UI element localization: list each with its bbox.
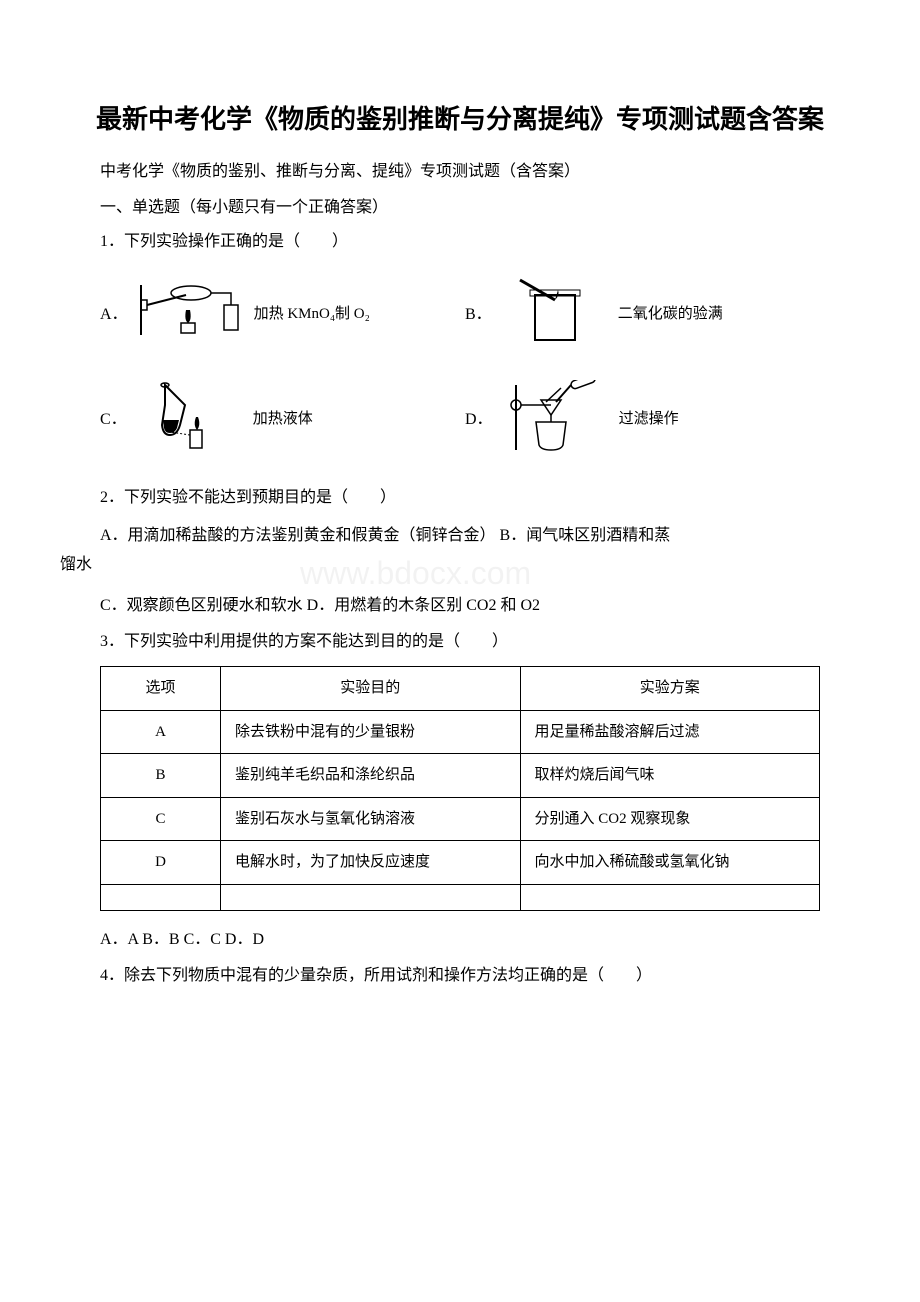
q1-options-grid: A． 加热 KMnO₄制 O₂ B．	[100, 275, 820, 455]
page-title: 最新中考化学《物质的鉴别推断与分离提纯》专项测试题含答案	[60, 100, 860, 139]
q4-stem: 4．除去下列物质中混有的少量杂质，所用试剂和操作方法均正确的是（ ）	[100, 963, 860, 989]
table-row: B 鉴别纯羊毛织品和涤纶织品 取样灼烧后闻气味	[101, 754, 820, 798]
table-row: C 鉴别石灰水与氢氧化钠溶液 分别通入 CO2 观察现象	[101, 797, 820, 841]
option-label: 加热 KMnO₄制 O₂	[254, 302, 370, 323]
header-purpose: 实验目的	[221, 667, 521, 711]
header-plan: 实验方案	[520, 667, 820, 711]
option-label: 加热液体	[253, 407, 313, 428]
empty-cell	[101, 884, 221, 910]
q1-option-c: C． 加热液体	[100, 380, 455, 455]
q2-ab-part1: A．用滴加稀盐酸的方法鉴别黄金和假黄金（铜锌合金） B．闻气味区别酒精和蒸	[100, 527, 670, 544]
co2-full-check-icon	[500, 275, 610, 350]
filter-operation-icon	[501, 380, 611, 455]
q3-stem: 3．下列实验中利用提供的方案不能达到目的的是（ ）	[100, 629, 860, 655]
cell-opt: C	[101, 797, 221, 841]
q3-table: 选项 实验目的 实验方案 A 除去铁粉中混有的少量银粉 用足量稀盐酸溶解后过滤 …	[100, 666, 820, 911]
empty-cell	[520, 884, 820, 910]
table-row: D 电解水时，为了加快反应速度 向水中加入稀硫酸或氢氧化钠	[101, 841, 820, 885]
section-heading: 一、单选题（每小题只有一个正确答案）	[100, 193, 860, 217]
cell-purpose: 电解水时，为了加快反应速度	[221, 841, 521, 885]
heating-liquid-icon	[135, 380, 245, 455]
q2-line-ab: A．用滴加稀盐酸的方法鉴别黄金和假黄金（铜锌合金） B．闻气味区别酒精和蒸 馏水	[60, 522, 860, 580]
option-letter: A．	[100, 300, 128, 324]
table-row: A 除去铁粉中混有的少量银粉 用足量稀盐酸溶解后过滤	[101, 710, 820, 754]
option-letter: C．	[100, 405, 127, 429]
header-option: 选项	[101, 667, 221, 711]
option-label: 二氧化碳的验满	[618, 302, 723, 323]
cell-opt: B	[101, 754, 221, 798]
cell-plan: 用足量稀盐酸溶解后过滤	[520, 710, 820, 754]
cell-purpose: 除去铁粉中混有的少量银粉	[221, 710, 521, 754]
cell-plan: 向水中加入稀硫酸或氢氧化钠	[520, 841, 820, 885]
cell-purpose: 鉴别石灰水与氢氧化钠溶液	[221, 797, 521, 841]
heating-kmno4-icon	[136, 275, 246, 350]
table-row-empty	[101, 884, 820, 910]
cell-plan: 取样灼烧后闻气味	[520, 754, 820, 798]
q2-line-cd: C．观察颜色区别硬水和软水 D．用燃着的木条区别 CO2 和 O2	[100, 592, 860, 621]
q1-option-b: B． 二氧化碳的验满	[465, 275, 820, 350]
cell-purpose: 鉴别纯羊毛织品和涤纶织品	[221, 754, 521, 798]
q1-option-a: A． 加热 KMnO₄制 O₂	[100, 275, 455, 350]
q1-option-d: D． 过滤操作	[465, 380, 820, 455]
option-letter: B．	[465, 300, 492, 324]
q1-stem: 1．下列实验操作正确的是（ ）	[100, 229, 860, 255]
q2-ab-part2: 馏水	[60, 556, 92, 573]
option-letter: D．	[465, 405, 493, 429]
cell-opt: A	[101, 710, 221, 754]
empty-cell	[221, 884, 521, 910]
option-label: 过滤操作	[619, 407, 679, 428]
cell-opt: D	[101, 841, 221, 885]
page-container: 最新中考化学《物质的鉴别推断与分离提纯》专项测试题含答案 中考化学《物质的鉴别、…	[60, 100, 860, 988]
q2-stem: 2．下列实验不能达到预期目的是（ ）	[100, 485, 860, 511]
table-header-row: 选项 实验目的 实验方案	[101, 667, 820, 711]
cell-plan: 分别通入 CO2 观察现象	[520, 797, 820, 841]
q3-choices: A．A B．B C．C D．D	[100, 925, 860, 949]
subtitle: 中考化学《物质的鉴别、推断与分离、提纯》专项测试题（含答案）	[100, 157, 860, 181]
